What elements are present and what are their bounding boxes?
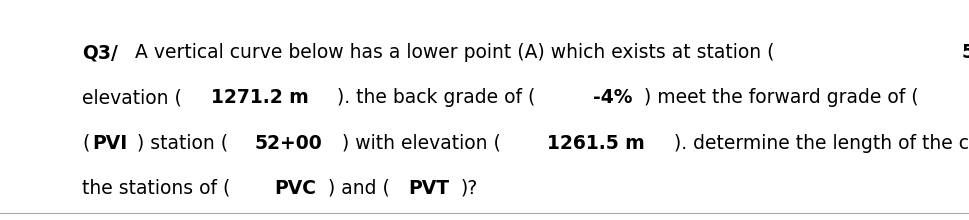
Text: 1261.5 m: 1261.5 m: [547, 134, 644, 152]
Text: ) and (: ) and (: [328, 179, 390, 198]
Text: ). determine the length of the curve with: ). determine the length of the curve wit…: [672, 134, 969, 152]
Text: 53+50: 53+50: [960, 43, 969, 62]
Text: ) station (: ) station (: [138, 134, 229, 152]
Text: 52+00: 52+00: [255, 134, 323, 152]
Text: (: (: [82, 134, 90, 152]
Text: PVT: PVT: [408, 179, 449, 198]
Text: PVC: PVC: [273, 179, 316, 198]
Text: ). the back grade of (: ). the back grade of (: [337, 88, 535, 107]
Text: elevation (: elevation (: [82, 88, 182, 107]
Text: ) with elevation (: ) with elevation (: [342, 134, 501, 152]
Text: Q3/: Q3/: [82, 43, 118, 62]
Text: 1271.2 m: 1271.2 m: [211, 88, 309, 107]
Text: )?: )?: [460, 179, 478, 198]
Text: ) meet the forward grade of (: ) meet the forward grade of (: [643, 88, 918, 107]
Text: the stations of (: the stations of (: [82, 179, 231, 198]
Text: PVI: PVI: [92, 134, 127, 152]
Text: A vertical curve below has a lower point (A) which exists at station (: A vertical curve below has a lower point…: [129, 43, 773, 62]
Text: -4%: -4%: [593, 88, 632, 107]
